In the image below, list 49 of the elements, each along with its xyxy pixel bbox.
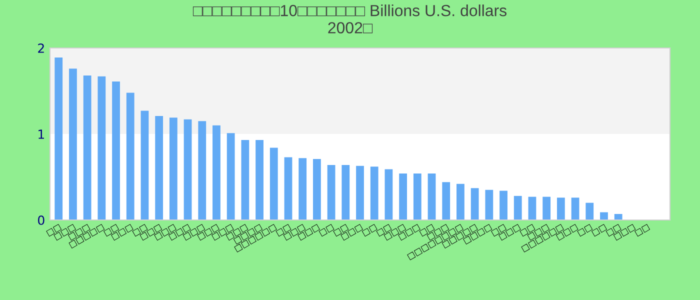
bar <box>112 82 120 220</box>
bar <box>614 214 622 220</box>
bar <box>442 182 450 220</box>
bar <box>470 188 479 220</box>
y-tick-label: 2 <box>38 43 44 53</box>
bar <box>69 68 77 220</box>
bar <box>571 198 580 220</box>
bar <box>514 196 522 220</box>
x-tick-label: □□ <box>634 224 650 237</box>
bar <box>184 119 192 220</box>
bar <box>54 57 63 220</box>
bar <box>155 116 164 220</box>
bar <box>284 157 292 220</box>
bar <box>384 169 393 220</box>
x-tick-label: □□ <box>591 224 608 237</box>
bar <box>140 110 149 220</box>
bar <box>413 174 422 220</box>
bar <box>98 76 106 220</box>
bar <box>256 140 264 220</box>
y-tick-label: 0 <box>38 215 44 225</box>
bar <box>500 190 508 220</box>
bar <box>212 125 220 220</box>
bar <box>169 118 178 220</box>
y-tick-label: 1 <box>38 130 44 139</box>
bar <box>198 121 206 220</box>
bar <box>542 196 551 220</box>
bar <box>327 164 336 220</box>
bar <box>342 164 350 220</box>
bar <box>586 202 594 220</box>
x-tick-label: □□ <box>577 224 593 237</box>
bar <box>456 184 464 220</box>
bar <box>399 174 407 220</box>
bar <box>226 133 235 220</box>
x-tick-label: □□ <box>318 224 334 237</box>
chart-title: □□□□□□□□□10□□□□□□□ Billions U.S. dollars 2002□ <box>192 4 506 34</box>
bar <box>356 166 364 220</box>
x-tick-label: □□ <box>362 224 378 237</box>
bar <box>313 158 321 220</box>
bar <box>126 92 134 220</box>
bar <box>241 140 250 220</box>
bar <box>370 166 378 220</box>
bar <box>298 158 307 220</box>
bar <box>270 148 278 220</box>
bar <box>428 174 436 220</box>
bar <box>600 212 608 220</box>
bar <box>83 76 92 220</box>
bar <box>556 198 565 220</box>
bar <box>528 196 536 220</box>
bar <box>485 190 494 220</box>
